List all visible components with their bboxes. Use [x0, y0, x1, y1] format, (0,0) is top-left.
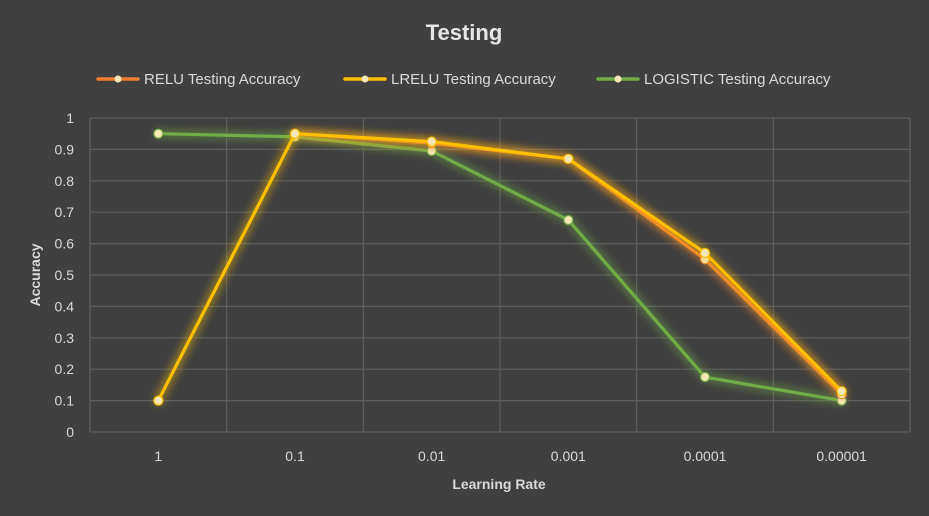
y-tick-label: 0.2 [55, 361, 75, 377]
legend-point-marker [114, 75, 122, 83]
chart-title: Testing [426, 20, 503, 45]
y-tick-label: 0.5 [55, 267, 75, 283]
series-glow [290, 129, 847, 399]
series-0 [289, 128, 847, 400]
series-line [156, 132, 844, 403]
data-point [699, 371, 711, 383]
legend-label: LRELU Testing Accuracy [391, 71, 556, 88]
x-tick-label: 0.1 [285, 448, 305, 464]
legend-item: RELU Testing Accuracy [96, 71, 301, 88]
y-axis-ticks: 0 0.1 0.2 0.3 0.4 0.5 0.6 0.7 0.8 0.9 1 [55, 110, 75, 440]
series-line [156, 132, 844, 403]
data-point [563, 153, 574, 164]
x-tick-label: 0.00001 [816, 448, 867, 464]
y-tick-label: 0.7 [55, 204, 75, 220]
data-point [289, 128, 301, 139]
data-point [563, 214, 574, 226]
y-tick-label: 0 [66, 424, 74, 440]
y-tick-label: 0.1 [55, 393, 75, 409]
series-line [293, 132, 844, 396]
x-axis-ticks: 1 0.1 0.01 0.001 0.0001 0.00001 [154, 448, 867, 464]
data-point [426, 136, 437, 147]
grid [89, 117, 911, 433]
y-tick-label: 1 [66, 110, 74, 126]
x-tick-label: 1 [154, 448, 162, 464]
y-axis-title: Accuracy [27, 243, 43, 306]
y-tick-label: 0.4 [55, 298, 75, 314]
x-tick-label: 0.001 [551, 448, 586, 464]
plot-area [153, 128, 847, 406]
legend-point-marker [361, 75, 369, 83]
data-point [699, 247, 711, 259]
data-point [836, 386, 847, 397]
y-tick-label: 0.9 [55, 141, 75, 157]
x-tick-label: 0.01 [418, 448, 445, 464]
legend-item: LRELU Testing Accuracy [343, 71, 556, 88]
data-point [153, 128, 164, 139]
legend-label: RELU Testing Accuracy [144, 71, 301, 88]
y-tick-label: 0.8 [55, 173, 75, 189]
data-point [153, 395, 164, 406]
legend-item: LOGISTIC Testing Accuracy [596, 71, 831, 88]
legend-label: LOGISTIC Testing Accuracy [644, 71, 831, 88]
y-tick-label: 0.3 [55, 330, 75, 346]
y-tick-label: 0.6 [55, 236, 75, 252]
legend: RELU Testing Accuracy LRELU Testing Accur… [96, 71, 831, 88]
x-axis-title: Learning Rate [452, 476, 546, 492]
x-tick-label: 0.0001 [684, 448, 727, 464]
legend-point-marker [614, 75, 622, 83]
series-1 [153, 128, 847, 406]
